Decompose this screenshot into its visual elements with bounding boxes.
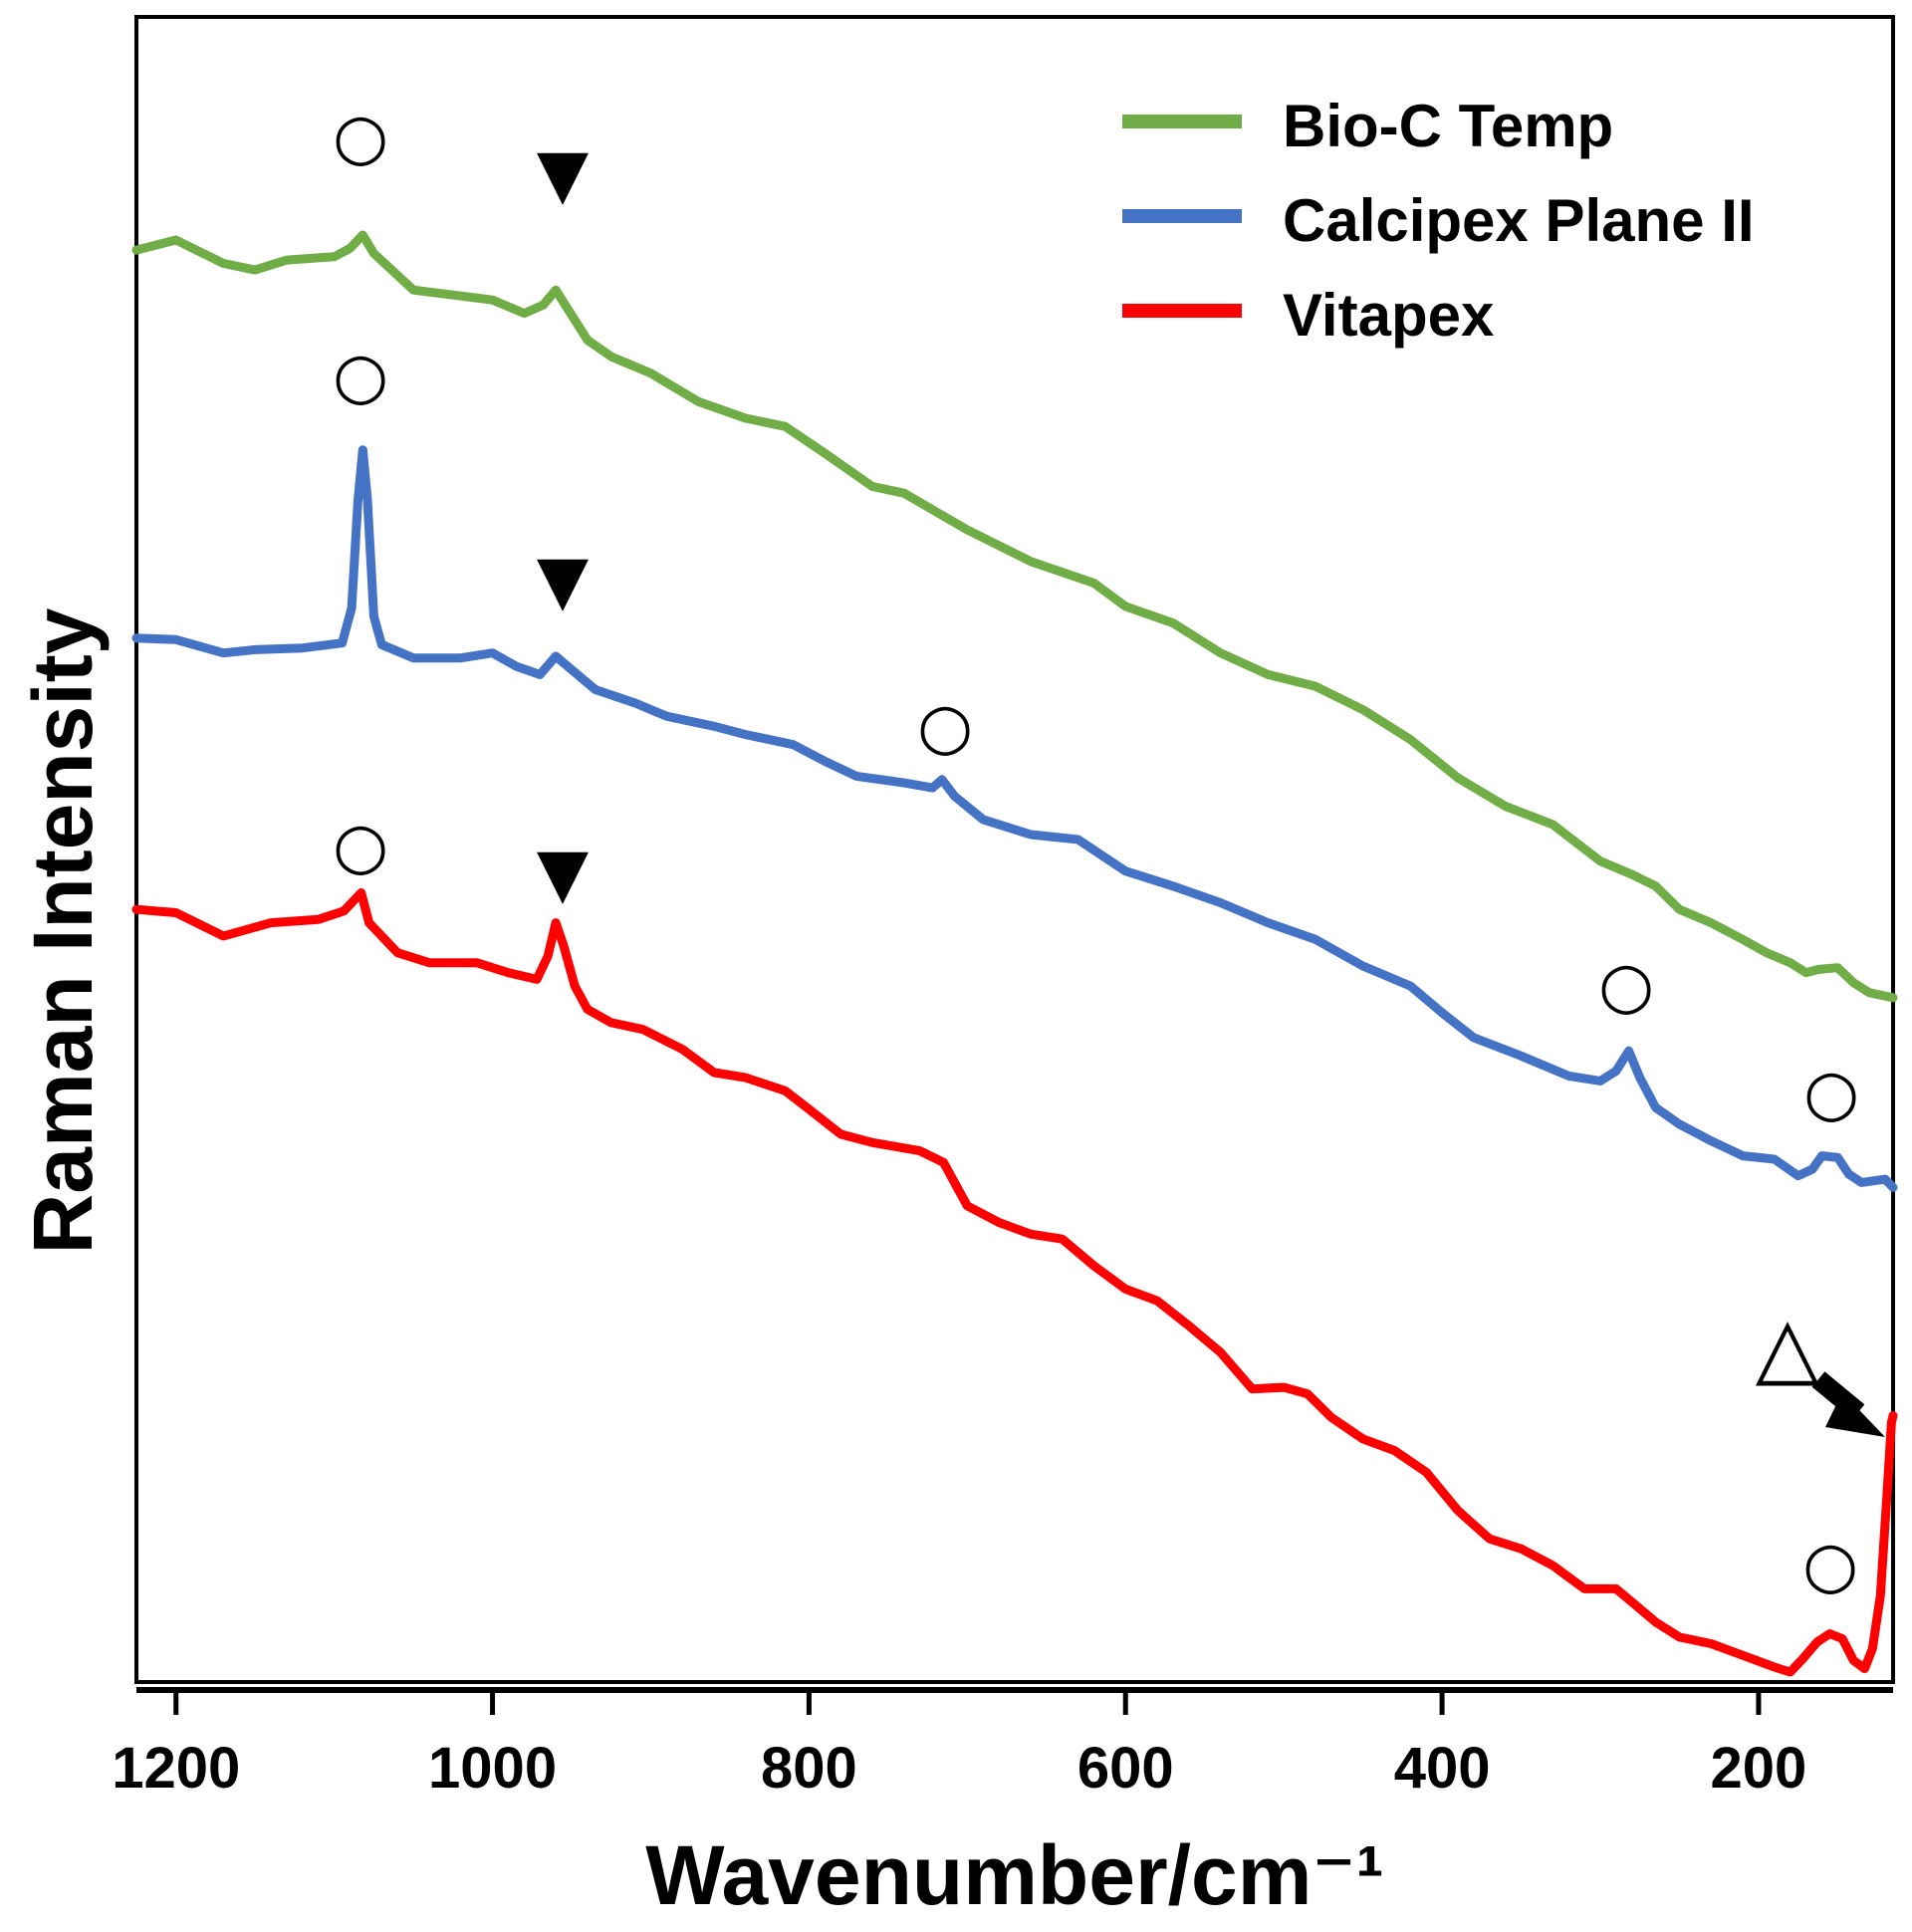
plot-frame — [134, 15, 1895, 1684]
x-tick-label-600: 600 — [1077, 1736, 1174, 1801]
x-axis-title: Wavenumber/cm⁻¹ — [645, 1828, 1383, 1922]
legend: Bio-C Temp Calcipex Plane II Vitapex — [1122, 93, 1755, 349]
x-tick-label-1200: 1200 — [112, 1736, 240, 1801]
arrow-head — [1825, 1392, 1885, 1437]
circle-marker-calcipex-155: ○ — [1803, 1057, 1859, 1130]
circle-marker-calcipex-715: ○ — [917, 690, 973, 764]
circle-marker-calcipex-280: ○ — [1598, 949, 1654, 1023]
x-tick-label-1000: 1000 — [428, 1736, 557, 1801]
triangle-marker-vitapex-960: ▼ — [537, 835, 590, 913]
x-tick-label-200: 200 — [1711, 1736, 1807, 1801]
triangle-marker-bio-c-960: ▼ — [537, 135, 590, 214]
annotations: ○ ▼ ○ ▼ ○ ○ ○ ○ ▼ ○ △ — [333, 101, 1885, 1602]
series-line-vitapex — [131, 888, 1898, 1677]
circle-marker-vitapex-155: ○ — [1802, 1529, 1858, 1602]
y-axis-title: Raman Intensity — [16, 607, 110, 1254]
x-axis: 1200 1000 800 600 400 200 — [112, 1690, 1806, 1801]
legend-label-calcipex-plane-ii: Calcipex Plane II — [1283, 187, 1755, 254]
triangle-marker-calcipex-960: ▼ — [537, 542, 590, 620]
circle-marker-bio-c-1085: ○ — [333, 101, 388, 174]
series-group — [131, 230, 1898, 1677]
x-tick-label-400: 400 — [1394, 1736, 1491, 1801]
circle-marker-vitapex-1085: ○ — [333, 810, 388, 883]
x-tick-label-800: 800 — [761, 1736, 857, 1801]
legend-label-bio-c-temp: Bio-C Temp — [1283, 93, 1613, 159]
series-line-calcipex-plane-ii — [131, 445, 1898, 1192]
legend-label-vitapex: Vitapex — [1283, 282, 1494, 349]
series-line-bio-c-temp — [131, 230, 1898, 1003]
open-triangle-marker-vitapex: △ — [1756, 1298, 1820, 1395]
circle-marker-calcipex-1085: ○ — [333, 340, 388, 413]
